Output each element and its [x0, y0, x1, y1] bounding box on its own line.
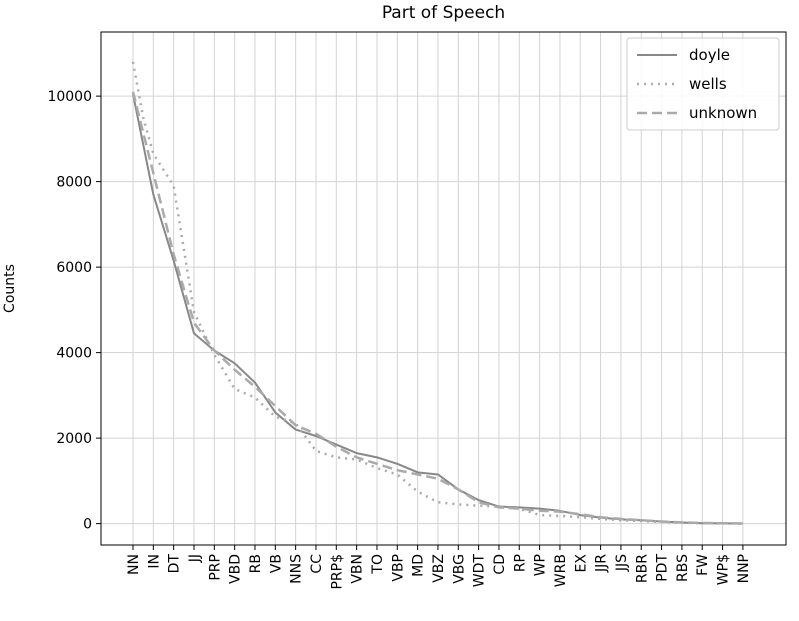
x-tick-label-rbr: RBR: [634, 554, 650, 583]
x-tick-label-rbs: RBS: [675, 554, 691, 582]
y-axis-label: Counts: [2, 264, 18, 313]
x-tick-label-jjr: JJR: [594, 554, 610, 573]
x-tick-label-wdt: WDT: [472, 554, 488, 588]
x-tick-label-nnp: NNP: [736, 554, 752, 583]
x-tick-label-wrb: WRB: [553, 554, 569, 587]
x-tick-label-vb: VB: [268, 554, 284, 573]
x-tick-label-rp: RP: [512, 554, 528, 572]
x-tick-label-vbz: VBZ: [431, 554, 447, 583]
x-tick-label-cd: CD: [492, 554, 508, 575]
x-tick-label-wps: WP$: [716, 554, 732, 585]
x-tick-label-jjs: JJS: [614, 554, 630, 572]
x-tick-label-nn: NN: [126, 554, 142, 575]
x-tick-label-dt: DT: [167, 554, 183, 574]
y-tick-label: 6000: [56, 260, 92, 276]
legend-label-doyle: doyle: [689, 46, 730, 64]
x-tick-label-to: TO: [370, 554, 386, 575]
y-tick-label: 4000: [56, 346, 92, 362]
x-axis-ticks: NN IN DT JJ PRP VBD RB VB NNS CC PRP$ VBN TO VBP MD VBZ…: [126, 545, 752, 590]
x-tick-label-pdt: PDT: [655, 554, 671, 582]
x-tick-label-vbn: VBN: [350, 554, 366, 584]
y-tick-label: 8000: [56, 175, 92, 191]
x-tick-label-prp: PRP: [207, 554, 223, 581]
y-tick-label: 2000: [56, 431, 92, 447]
x-tick-label-cc: CC: [309, 554, 325, 574]
x-tick-label-in: IN: [146, 554, 162, 569]
grid: [101, 32, 786, 545]
x-tick-label-ex: EX: [573, 554, 589, 573]
legend: doyle wells unknown: [626, 37, 780, 131]
x-tick-label-fw: FW: [695, 554, 711, 576]
series-line-unknown: [131, 91, 743, 525]
y-axis-ticks: 0 2000 4000 6000 8000 10000: [47, 89, 101, 533]
legend-box: [626, 37, 780, 131]
legend-label-unknown: unknown: [689, 104, 757, 122]
x-tick-label-vbp: VBP: [390, 554, 406, 582]
series-lines: [131, 61, 743, 525]
x-tick-label-vbg: VBG: [451, 554, 467, 584]
legend-label-wells: wells: [689, 75, 727, 93]
x-tick-label-prps: PRP$: [329, 554, 345, 590]
y-tick-label: 0: [83, 517, 92, 533]
x-tick-label-rb: RB: [248, 554, 264, 573]
x-tick-label-wp: WP: [533, 554, 549, 576]
plot-frame: [100, 31, 787, 546]
x-tick-label-vbd: VBD: [228, 554, 244, 584]
y-tick-label: 10000: [47, 89, 92, 105]
x-tick-label-jj: JJ: [187, 554, 203, 563]
x-tick-label-md: MD: [411, 554, 427, 577]
x-tick-label-nns: NNS: [289, 554, 305, 584]
chart-title: Part of Speech: [382, 3, 505, 23]
